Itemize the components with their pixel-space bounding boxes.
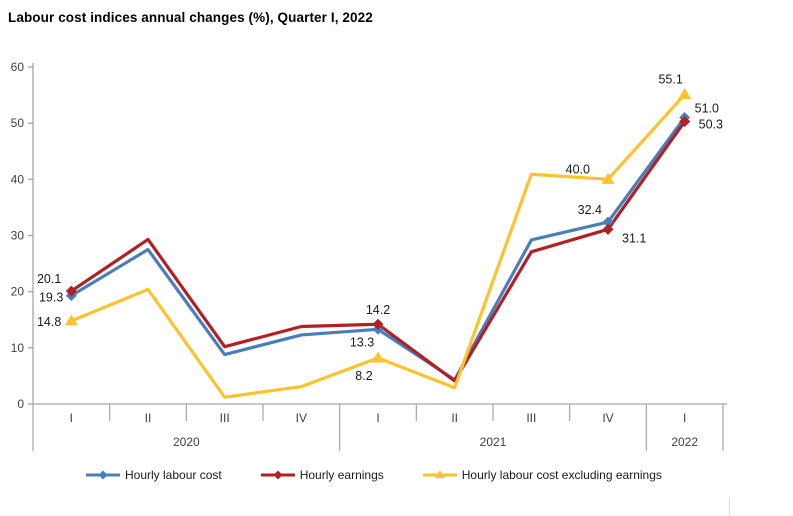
y-axis-tick-label: 10 [11, 341, 25, 355]
legend-item-hourly-earnings: Hourly earnings [260, 468, 384, 482]
legend-diamond-swatch [260, 470, 295, 480]
point-label-hourly-labour-cost-excluding-earnings: 14.8 [37, 315, 61, 329]
legend-marker-sample [434, 470, 445, 478]
legend-triangle-swatch [422, 470, 457, 478]
legend-item-hourly-labour-cost: Hourly labour cost [85, 468, 222, 482]
series-marker-hourly-earnings [372, 318, 384, 330]
point-label-hourly-earnings: 14.2 [366, 303, 390, 317]
legend-diamond-swatch [86, 470, 120, 480]
page-edge-line [729, 497, 730, 516]
chart-legend: Hourly labour cost Hourly earnings Hourly … [85, 468, 662, 482]
y-axis-tick-label: 60 [11, 60, 25, 74]
x-axis-quarter-label: I [70, 411, 73, 425]
x-axis-year-label: 2021 [480, 435, 507, 449]
x-axis-quarter-label: IV [296, 411, 307, 425]
point-label-hourly-labour-cost-excluding-earnings: 55.1 [658, 73, 682, 87]
y-axis-tick-label: 30 [11, 229, 25, 243]
legend-marker-sample [273, 470, 283, 480]
y-axis-tick-label: 40 [11, 172, 25, 186]
legend-label: Hourly labour cost [125, 468, 222, 482]
series-marker-hourly-labour-cost-excluding-earnings [601, 172, 615, 184]
point-label-hourly-earnings: 50.3 [699, 117, 723, 131]
x-axis-quarter-label: III [220, 411, 230, 425]
point-label-hourly-labour-cost: 13.3 [350, 335, 374, 349]
point-label-hourly-earnings: 31.1 [622, 231, 646, 245]
series-marker-hourly-labour-cost-excluding-earnings [64, 314, 78, 326]
chart-title: Labour cost indices annual changes (%), … [8, 10, 373, 25]
legend-label: Hourly earnings [299, 468, 384, 482]
point-label-hourly-labour-cost-excluding-earnings: 8.2 [355, 369, 372, 383]
x-axis-quarter-label: III [526, 411, 536, 425]
y-axis-tick-label: 0 [17, 397, 24, 411]
series-marker-hourly-labour-cost-excluding-earnings [678, 88, 692, 100]
legend-item-hourly-labour-cost-excluding-earnings: Hourly labour cost excluding earnings [422, 468, 662, 482]
series-line-hourly-earnings [69, 119, 687, 383]
point-label-hourly-labour-cost: 51.0 [695, 102, 719, 116]
series-marker-hourly-earnings [679, 115, 691, 127]
x-axis-quarter-label: II [451, 411, 458, 425]
point-label-hourly-earnings: 20.1 [37, 272, 61, 286]
point-label-hourly-labour-cost: 32.4 [578, 203, 602, 217]
series-marker-hourly-labour-cost [602, 216, 614, 228]
legend-marker-sample [98, 470, 108, 480]
x-axis-year-label: 2022 [671, 435, 698, 449]
series-line-hourly-labour-cost [69, 115, 687, 382]
legend-label: Hourly labour cost excluding earnings [461, 468, 662, 482]
x-axis-quarter-label: I [683, 411, 686, 425]
x-axis-year-label: 2020 [173, 435, 200, 449]
x-axis-quarter-label: IV [602, 411, 613, 425]
series-marker-hourly-earnings [65, 285, 77, 297]
y-axis-tick-label: 50 [11, 116, 25, 130]
x-axis-quarter-label: II [145, 411, 152, 425]
y-axis-tick-label: 20 [11, 285, 25, 299]
series-marker-hourly-earnings [602, 223, 614, 235]
series-marker-hourly-labour-cost-excluding-earnings [371, 351, 385, 363]
x-axis-quarter-label: I [376, 411, 379, 425]
point-label-hourly-labour-cost-excluding-earnings: 40.0 [566, 162, 590, 176]
point-label-hourly-labour-cost: 19.3 [39, 291, 63, 305]
